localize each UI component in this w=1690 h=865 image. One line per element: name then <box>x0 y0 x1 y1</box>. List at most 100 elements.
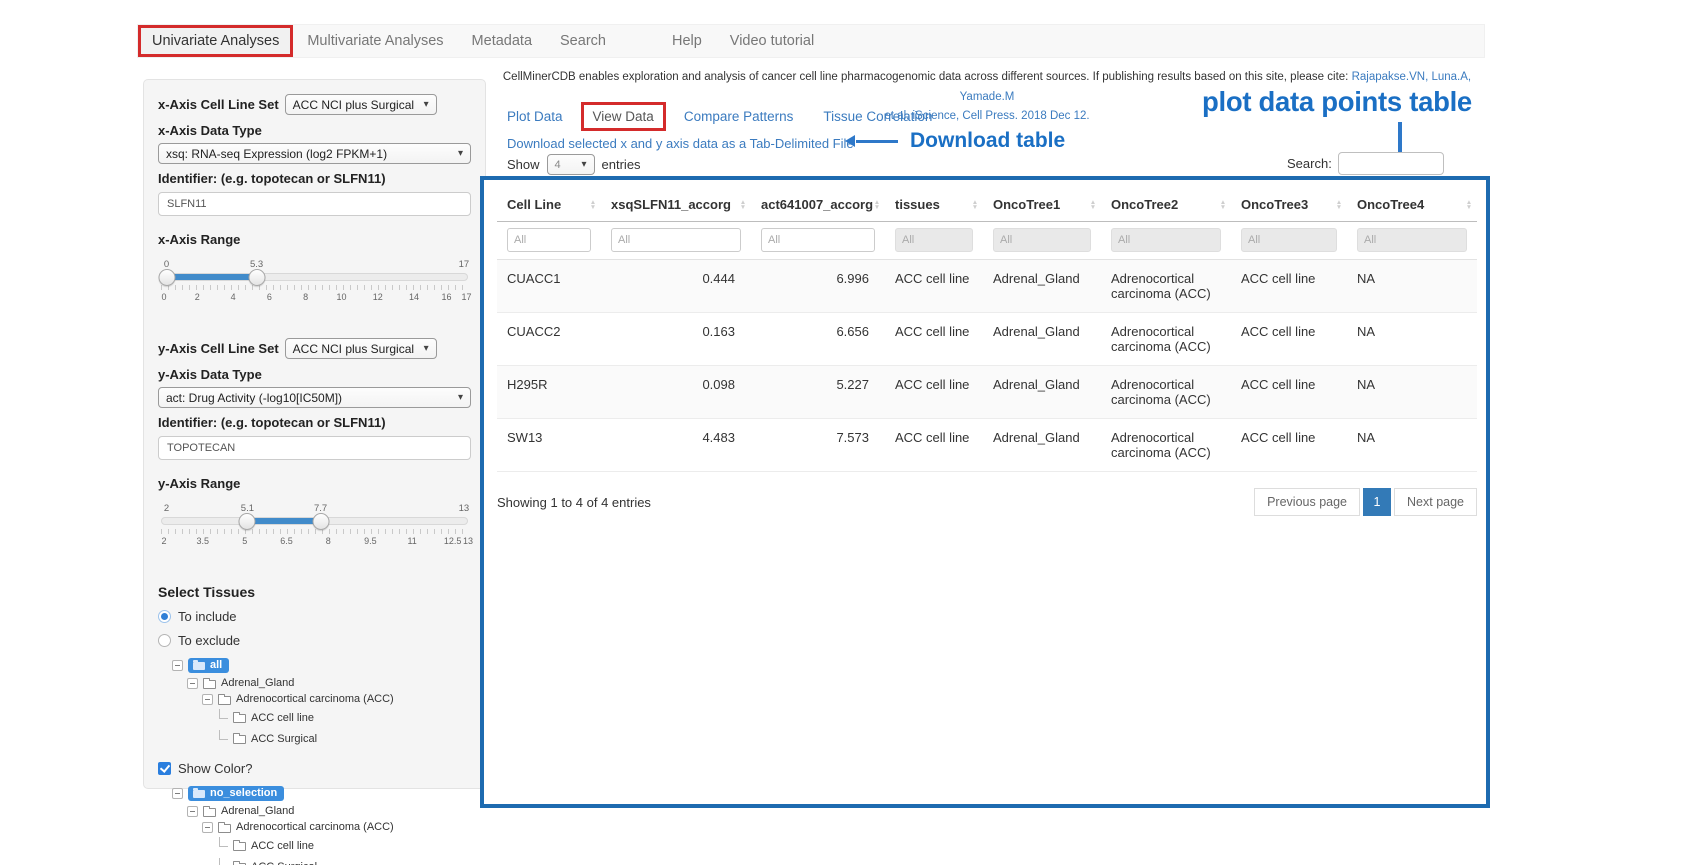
nav-item-metadata[interactable]: Metadata <box>471 33 533 49</box>
show-color-checkbox[interactable] <box>158 762 171 775</box>
pagination-previous-button[interactable]: Previous page <box>1254 488 1361 516</box>
sort-icon[interactable] <box>1464 200 1474 210</box>
to-exclude-label: To exclude <box>178 633 241 648</box>
tissue-tree-include: all Adrenal_Gland Adrenocortical carcino… <box>158 658 471 747</box>
slider-handle-min[interactable] <box>238 513 256 530</box>
show-entries-select[interactable]: 4 <box>546 154 595 175</box>
x-axis-identifier-input[interactable] <box>158 192 471 216</box>
sort-icon[interactable] <box>738 200 748 210</box>
sort-icon[interactable] <box>588 200 598 210</box>
y-axis-cell-line-set-select[interactable]: ACC NCI plus Surgical <box>284 338 437 359</box>
column-header-oncotree4[interactable]: OncoTree4 <box>1347 188 1477 222</box>
y-axis-data-type-select[interactable]: act: Drug Activity (-log10[IC50M]) <box>158 387 471 408</box>
nav-item-help[interactable]: Help <box>671 33 702 49</box>
nav-item-univariate-analyses[interactable]: Univariate Analyses <box>138 25 294 57</box>
slider-tick-labels: 0 2 4 6 8 10 12 14 16 17 <box>161 292 472 302</box>
collapse-icon[interactable] <box>187 805 198 817</box>
sort-icon[interactable] <box>872 200 882 210</box>
sort-icon[interactable] <box>970 200 980 210</box>
folder-icon <box>233 861 246 865</box>
x-axis-data-type-value: xsq: RNA-seq Expression (log2 FPKM+1) <box>166 146 388 161</box>
nav-item-multivariate-analyses[interactable]: Multivariate Analyses <box>307 33 444 49</box>
pagination-next-button[interactable]: Next page <box>1394 488 1477 516</box>
slider-tick-marks <box>161 529 468 534</box>
column-header-tissues[interactable]: tissues <box>885 188 983 222</box>
slider-min-value: 2 <box>161 503 172 514</box>
sort-icon[interactable] <box>1088 200 1098 210</box>
show-entries-control: Show 4 entries <box>507 154 641 175</box>
slider-max-value: 13 <box>456 503 472 514</box>
folder-icon <box>233 840 246 851</box>
column-header-oncotree2[interactable]: OncoTree2 <box>1101 188 1231 222</box>
slider-fill <box>247 518 321 524</box>
to-include-radio[interactable] <box>158 610 171 623</box>
tree-node-acc-cell-line[interactable]: ACC cell line <box>251 839 314 852</box>
y-axis-cell-line-set-label: y-Axis Cell Line Set <box>158 341 279 356</box>
tree-node-acc[interactable]: Adrenocortical carcinoma (ACC) <box>236 821 394 833</box>
column-header-oncotree1[interactable]: OncoTree1 <box>983 188 1101 222</box>
tree-node-adrenal-gland[interactable]: Adrenal_Gland <box>221 805 295 817</box>
tab-tissue-correlation[interactable]: Tissue Correlation <box>823 109 933 124</box>
tree-node-all[interactable]: all <box>188 658 230 673</box>
collapse-icon[interactable] <box>202 693 213 705</box>
x-axis-range-slider[interactable]: 0 5.3 17 <box>158 259 472 286</box>
column-header-oncotree3[interactable]: OncoTree3 <box>1231 188 1347 222</box>
x-axis-data-type-label: x-Axis Data Type <box>158 123 262 138</box>
filter-input-oncotree3 <box>1241 228 1337 252</box>
column-header-xsq[interactable]: xsqSLFN11_accorg <box>601 188 751 222</box>
tree-node-acc-cell-line[interactable]: ACC cell line <box>251 711 314 724</box>
folder-icon <box>203 677 216 689</box>
tree-branch-icon <box>219 730 228 740</box>
table-row: CUACC1 0.444 6.996 ACC cell line Adrenal… <box>497 259 1477 313</box>
tab-compare-patterns[interactable]: Compare Patterns <box>683 109 794 124</box>
collapse-icon[interactable] <box>187 677 198 689</box>
folder-icon <box>233 712 246 723</box>
table-footer: Showing 1 to 4 of 4 entries Previous pag… <box>497 488 1477 516</box>
slider-handle-min[interactable] <box>158 269 176 286</box>
column-header-cell-line[interactable]: Cell Line <box>497 188 601 222</box>
tree-branch-icon <box>219 858 228 865</box>
table-filter-row <box>497 221 1477 260</box>
collapse-icon[interactable] <box>172 788 183 799</box>
slider-handle-value: 7.7 <box>311 503 330 514</box>
tree-node-acc[interactable]: Adrenocortical carcinoma (ACC) <box>236 693 394 705</box>
slider-handle-max[interactable] <box>312 513 330 530</box>
filter-input-cell-line[interactable] <box>507 228 591 252</box>
filter-input-xsq[interactable] <box>611 228 741 252</box>
tree-node-adrenal-gland[interactable]: Adrenal_Gland <box>221 677 295 689</box>
tree-node-no-selection[interactable]: no_selection <box>188 786 285 801</box>
filter-input-oncotree1 <box>993 228 1091 252</box>
collapse-icon[interactable] <box>202 821 213 833</box>
column-header-act[interactable]: act641007_accorg <box>751 188 885 222</box>
y-axis-range-slider[interactable]: 2 5.1 7.7 13 <box>161 503 472 530</box>
slider-tick-marks <box>161 285 468 290</box>
tab-plot-data[interactable]: Plot Data <box>507 109 563 124</box>
slider-handle-max[interactable] <box>248 269 266 286</box>
citation-text: CellMinerCDB enables exploration and ana… <box>502 71 1472 123</box>
left-arrow-shaft <box>856 139 898 143</box>
sort-icon[interactable] <box>1334 200 1344 210</box>
tree-node-acc-surgical[interactable]: ACC Surgical <box>251 732 318 745</box>
x-axis-cell-line-set-select[interactable]: ACC NCI plus Surgical <box>284 94 437 115</box>
filter-input-act[interactable] <box>761 228 875 252</box>
to-exclude-radio[interactable] <box>158 634 171 647</box>
nav-item-video-tutorial[interactable]: Video tutorial <box>729 33 815 49</box>
x-axis-identifier-label: Identifier: (e.g. topotecan or SLFN11) <box>158 171 386 186</box>
citation-link[interactable]: Rajapakse.VN, Luna.A, Yamade.M <box>959 71 1472 103</box>
show-color-label: Show Color? <box>178 761 253 776</box>
y-axis-identifier-input[interactable] <box>158 436 471 460</box>
sort-icon[interactable] <box>1218 200 1228 210</box>
filter-input-tissues <box>895 228 973 252</box>
collapse-icon[interactable] <box>172 660 183 671</box>
tree-node-acc-surgical[interactable]: ACC Surgical <box>251 861 317 865</box>
x-axis-data-type-select[interactable]: xsq: RNA-seq Expression (log2 FPKM+1) <box>158 143 471 164</box>
annotation-download-table: Download table <box>845 129 1065 153</box>
nav-item-search[interactable]: Search <box>560 33 606 49</box>
citation-link[interactable]: et al. iScience, Cell Press. 2018 Dec 12… <box>884 110 1090 123</box>
tab-view-data[interactable]: View Data <box>580 102 666 131</box>
download-link[interactable]: Download selected x and y axis data as a… <box>507 136 854 151</box>
pagination-page-1-button[interactable]: 1 <box>1363 488 1392 516</box>
x-axis-cell-line-set-label: x-Axis Cell Line Set <box>158 97 279 112</box>
search-input[interactable] <box>1337 152 1444 175</box>
data-points-table-container: Cell Line xsqSLFN11_accorg act641007_acc… <box>480 176 1490 808</box>
